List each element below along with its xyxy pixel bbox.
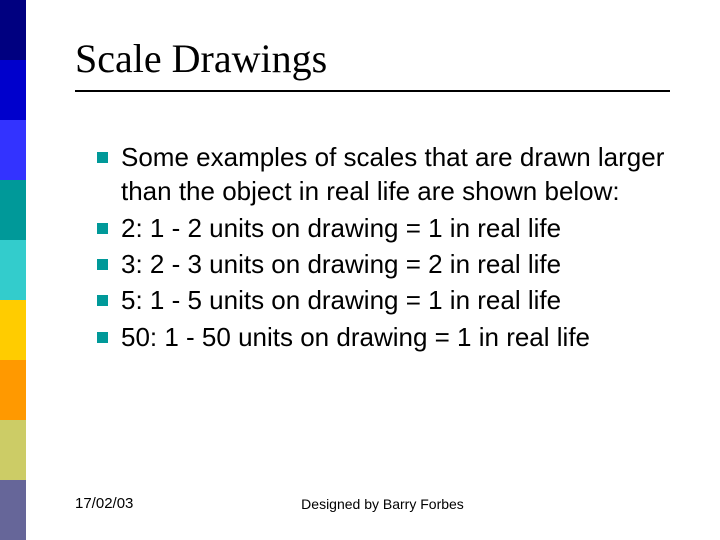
footer-credit: Designed by Barry Forbes	[301, 496, 464, 512]
bullet-text: 2: 1 - 2 units on drawing = 1 in real li…	[121, 213, 561, 243]
sidebar-seg	[0, 60, 26, 120]
bullet-text: Some examples of scales that are drawn l…	[121, 142, 664, 206]
footer-date: 17/02/03	[75, 495, 133, 512]
list-item: 3: 2 - 3 units on drawing = 2 in real li…	[97, 247, 690, 281]
sidebar-seg	[0, 420, 26, 480]
sidebar-seg	[0, 360, 26, 420]
sidebar-seg	[0, 480, 26, 540]
square-bullet-icon	[97, 332, 108, 343]
square-bullet-icon	[97, 295, 108, 306]
bullet-text: 5: 1 - 5 units on drawing = 1 in real li…	[121, 285, 561, 315]
sidebar-seg	[0, 240, 26, 300]
square-bullet-icon	[97, 259, 108, 270]
sidebar-seg	[0, 300, 26, 360]
slide-footer: 17/02/03 Designed by Barry Forbes	[75, 495, 690, 512]
bullet-list: Some examples of scales that are drawn l…	[75, 140, 690, 354]
square-bullet-icon	[97, 223, 108, 234]
title-underline	[75, 90, 670, 92]
slide-content: Scale Drawings Some examples of scales t…	[75, 35, 690, 356]
sidebar-seg	[0, 120, 26, 180]
list-item: 2: 1 - 2 units on drawing = 1 in real li…	[97, 211, 690, 245]
bullet-text: 3: 2 - 3 units on drawing = 2 in real li…	[121, 249, 561, 279]
sidebar-seg	[0, 180, 26, 240]
list-item: Some examples of scales that are drawn l…	[97, 140, 690, 209]
list-item: 5: 1 - 5 units on drawing = 1 in real li…	[97, 283, 690, 317]
square-bullet-icon	[97, 152, 108, 163]
sidebar-seg	[0, 0, 26, 60]
decorative-sidebar	[0, 0, 26, 540]
bullet-text: 50: 1 - 50 units on drawing = 1 in real …	[121, 322, 590, 352]
list-item: 50: 1 - 50 units on drawing = 1 in real …	[97, 320, 690, 354]
slide-title: Scale Drawings	[75, 35, 690, 82]
